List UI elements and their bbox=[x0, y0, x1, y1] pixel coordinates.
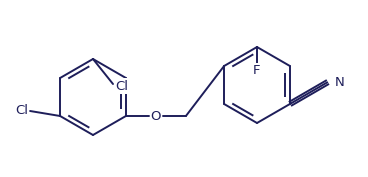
Text: O: O bbox=[151, 110, 161, 122]
Text: F: F bbox=[253, 64, 261, 78]
Text: Cl: Cl bbox=[115, 79, 128, 93]
Text: Cl: Cl bbox=[15, 104, 28, 118]
Text: N: N bbox=[335, 76, 345, 88]
